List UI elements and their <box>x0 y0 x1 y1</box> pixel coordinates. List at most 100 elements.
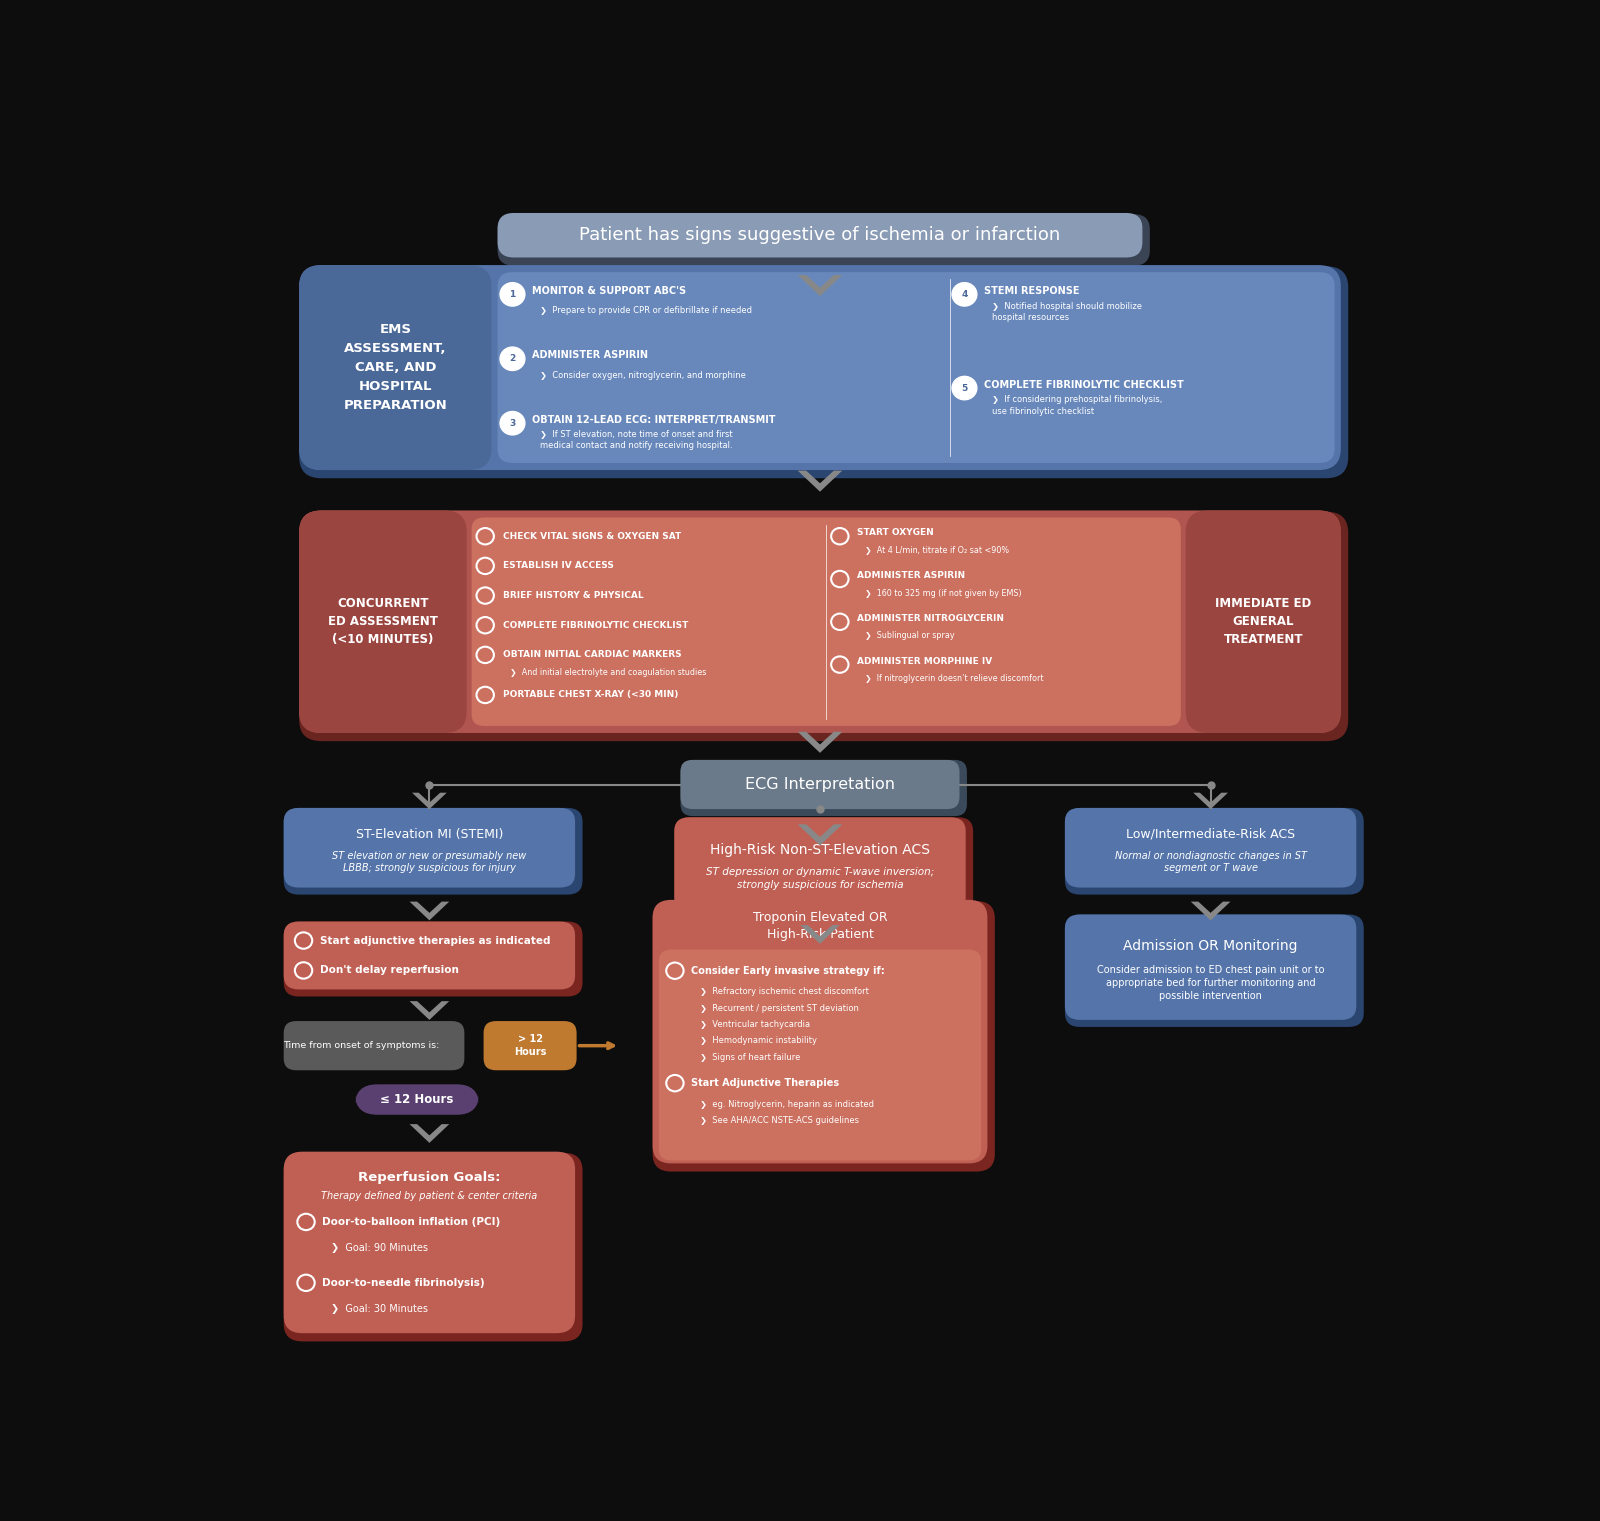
Text: ❯  At 4 L/min, titrate if O₂ sat <90%: ❯ At 4 L/min, titrate if O₂ sat <90% <box>864 546 1008 555</box>
Polygon shape <box>1194 792 1227 809</box>
Text: ADMINISTER ASPIRIN: ADMINISTER ASPIRIN <box>858 570 965 580</box>
Text: ADMINISTER ASPIRIN: ADMINISTER ASPIRIN <box>533 350 648 360</box>
Text: Consider admission to ED chest pain unit or to
appropriate bed for further monit: Consider admission to ED chest pain unit… <box>1098 966 1325 1001</box>
FancyBboxPatch shape <box>674 817 966 911</box>
Text: Start adjunctive therapies as indicated: Start adjunctive therapies as indicated <box>320 935 550 946</box>
FancyBboxPatch shape <box>498 213 1142 257</box>
Text: ❯  eg. Nitroglycerin, heparin as indicated: ❯ eg. Nitroglycerin, heparin as indicate… <box>699 1100 874 1109</box>
Polygon shape <box>410 1124 450 1142</box>
Text: START OXYGEN: START OXYGEN <box>858 528 934 537</box>
Text: Don't delay reperfusion: Don't delay reperfusion <box>320 966 459 975</box>
Text: ST depression or dynamic T-wave inversion;
strongly suspicious for ischemia: ST depression or dynamic T-wave inversio… <box>706 867 934 890</box>
FancyBboxPatch shape <box>283 1021 464 1071</box>
FancyBboxPatch shape <box>299 511 467 733</box>
FancyBboxPatch shape <box>299 265 491 470</box>
FancyBboxPatch shape <box>659 949 981 1161</box>
FancyBboxPatch shape <box>483 1021 576 1071</box>
FancyBboxPatch shape <box>283 1153 582 1342</box>
Text: ❯  Notified hospital should mobilize
hospital resources: ❯ Notified hospital should mobilize hosp… <box>992 301 1142 322</box>
Text: 3: 3 <box>509 418 515 427</box>
Text: OBTAIN INITIAL CARDIAC MARKERS: OBTAIN INITIAL CARDIAC MARKERS <box>502 651 682 660</box>
Polygon shape <box>798 824 842 846</box>
Polygon shape <box>800 925 840 943</box>
FancyBboxPatch shape <box>355 1084 478 1115</box>
FancyBboxPatch shape <box>1066 808 1357 888</box>
FancyBboxPatch shape <box>653 900 995 1171</box>
FancyBboxPatch shape <box>283 922 582 996</box>
Text: Troponin Elevated OR
High-Risk Patient: Troponin Elevated OR High-Risk Patient <box>752 911 888 940</box>
Text: ADMINISTER NITROGLYCERIN: ADMINISTER NITROGLYCERIN <box>858 614 1005 622</box>
Circle shape <box>952 376 978 400</box>
Text: 2: 2 <box>509 354 515 364</box>
Text: 5: 5 <box>962 383 968 392</box>
FancyBboxPatch shape <box>680 760 960 809</box>
FancyBboxPatch shape <box>283 808 574 888</box>
FancyBboxPatch shape <box>299 266 1349 478</box>
FancyBboxPatch shape <box>283 1151 574 1334</box>
Text: Therapy defined by patient & center criteria: Therapy defined by patient & center crit… <box>322 1191 538 1202</box>
Circle shape <box>501 283 525 306</box>
Text: CHECK VITAL SIGNS & OXYGEN SAT: CHECK VITAL SIGNS & OXYGEN SAT <box>502 532 682 540</box>
Text: ❯  If nitroglycerin doesn’t relieve discomfort: ❯ If nitroglycerin doesn’t relieve disco… <box>864 674 1043 683</box>
Text: COMPLETE FIBRINOLYTIC CHECKLIST: COMPLETE FIBRINOLYTIC CHECKLIST <box>502 621 688 630</box>
FancyBboxPatch shape <box>299 265 1341 470</box>
Text: BRIEF HISTORY & PHYSICAL: BRIEF HISTORY & PHYSICAL <box>502 592 643 601</box>
FancyBboxPatch shape <box>498 272 1334 462</box>
Text: COMPLETE FIBRINOLYTIC CHECKLIST: COMPLETE FIBRINOLYTIC CHECKLIST <box>984 380 1184 389</box>
Text: ❯  And initial electrolyte and coagulation studies: ❯ And initial electrolyte and coagulatio… <box>510 668 706 677</box>
Polygon shape <box>798 470 842 491</box>
FancyBboxPatch shape <box>283 922 574 990</box>
Text: Admission OR Monitoring: Admission OR Monitoring <box>1123 938 1298 954</box>
FancyBboxPatch shape <box>299 511 1349 741</box>
Text: 4: 4 <box>962 291 968 298</box>
Polygon shape <box>798 732 842 753</box>
Circle shape <box>501 347 525 371</box>
Text: Door-to-balloon inflation (PCI): Door-to-balloon inflation (PCI) <box>322 1217 501 1227</box>
Text: ❯  If ST elevation, note time of onset and first
medical contact and notify rece: ❯ If ST elevation, note time of onset an… <box>539 429 733 450</box>
Text: Low/Intermediate-Risk ACS: Low/Intermediate-Risk ACS <box>1126 827 1294 841</box>
Text: ECG Interpretation: ECG Interpretation <box>746 777 894 792</box>
FancyBboxPatch shape <box>498 214 1150 266</box>
FancyBboxPatch shape <box>283 808 582 894</box>
FancyBboxPatch shape <box>674 817 973 919</box>
Text: ADMINISTER MORPHINE IV: ADMINISTER MORPHINE IV <box>858 657 992 666</box>
Text: ❯  Ventricular tachycardia: ❯ Ventricular tachycardia <box>699 1021 810 1030</box>
Text: IMMEDIATE ED
GENERAL
TREATMENT: IMMEDIATE ED GENERAL TREATMENT <box>1214 598 1312 646</box>
Polygon shape <box>1190 902 1230 920</box>
Text: ≤ 12 Hours: ≤ 12 Hours <box>381 1094 454 1106</box>
Text: 1: 1 <box>509 291 515 298</box>
Text: Start Adjunctive Therapies: Start Adjunctive Therapies <box>691 1078 838 1088</box>
Polygon shape <box>410 1001 450 1021</box>
Text: ❯  Signs of heart failure: ❯ Signs of heart failure <box>699 1053 800 1062</box>
Text: Time from onset of symptoms is:: Time from onset of symptoms is: <box>283 1042 440 1049</box>
Text: STEMI RESPONSE: STEMI RESPONSE <box>984 286 1080 297</box>
Text: ❯  See AHA/ACC NSTE-ACS guidelines: ❯ See AHA/ACC NSTE-ACS guidelines <box>699 1116 859 1126</box>
Text: PORTABLE CHEST X-RAY (<30 MIN): PORTABLE CHEST X-RAY (<30 MIN) <box>502 691 678 700</box>
Text: ❯  Goal: 30 Minutes: ❯ Goal: 30 Minutes <box>331 1303 427 1314</box>
FancyBboxPatch shape <box>653 900 987 1164</box>
FancyBboxPatch shape <box>472 517 1181 726</box>
Polygon shape <box>413 792 446 809</box>
Text: > 12
Hours: > 12 Hours <box>514 1034 546 1057</box>
Text: Reperfusion Goals:: Reperfusion Goals: <box>358 1171 501 1183</box>
Text: High-Risk Non-ST-Elevation ACS: High-Risk Non-ST-Elevation ACS <box>710 843 930 858</box>
Text: ❯  Consider oxygen, nitroglycerin, and morphine: ❯ Consider oxygen, nitroglycerin, and mo… <box>539 371 746 380</box>
FancyBboxPatch shape <box>1066 914 1363 1027</box>
Text: ❯  Goal: 90 Minutes: ❯ Goal: 90 Minutes <box>331 1243 427 1253</box>
FancyBboxPatch shape <box>1066 914 1357 1021</box>
Text: ❯  Prepare to provide CPR or defibrillate if needed: ❯ Prepare to provide CPR or defibrillate… <box>539 306 752 315</box>
FancyBboxPatch shape <box>299 511 1341 733</box>
Text: ❯  Sublingual or spray: ❯ Sublingual or spray <box>864 631 954 640</box>
Text: ❯  Refractory ischemic chest discomfort: ❯ Refractory ischemic chest discomfort <box>699 987 869 996</box>
Text: ❯  If considering prehospital fibrinolysis,
use fibrinolytic checklist: ❯ If considering prehospital fibrinolysi… <box>992 395 1162 415</box>
Text: ❯  Hemodynamic instability: ❯ Hemodynamic instability <box>699 1036 816 1045</box>
FancyBboxPatch shape <box>1066 808 1363 894</box>
Text: ESTABLISH IV ACCESS: ESTABLISH IV ACCESS <box>502 561 613 570</box>
Text: ST elevation or new or presumably new
LBBB; strongly suspicious for injury: ST elevation or new or presumably new LB… <box>333 850 526 873</box>
Text: Consider Early invasive strategy if:: Consider Early invasive strategy if: <box>691 966 885 975</box>
Polygon shape <box>410 902 450 920</box>
Polygon shape <box>798 275 842 297</box>
Text: Door-to-needle fibrinolysis): Door-to-needle fibrinolysis) <box>322 1278 485 1288</box>
Text: ST-Elevation MI (STEMI): ST-Elevation MI (STEMI) <box>355 827 502 841</box>
Text: CONCURRENT
ED ASSESSMENT
(<10 MINUTES): CONCURRENT ED ASSESSMENT (<10 MINUTES) <box>328 598 438 646</box>
